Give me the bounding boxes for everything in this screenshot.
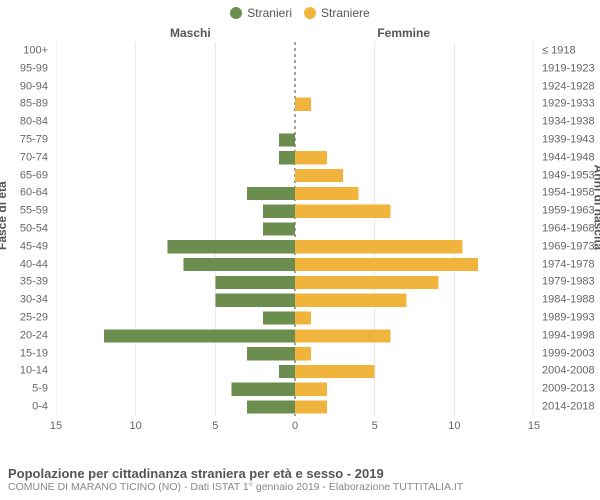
birth-label: 1954-1958 (542, 188, 600, 199)
age-label: 5-9 (0, 384, 48, 395)
legend-female-label: Straniere (321, 6, 370, 20)
y-labels-birth: ≤ 1918 1919-1923 1924-1928 1929-1933 1934-19… (538, 42, 600, 416)
legend-item-male: Stranieri (230, 6, 292, 20)
bar-female (295, 294, 407, 307)
bar-female (295, 187, 359, 200)
age-label: 70-74 (0, 152, 48, 163)
age-label: 90-94 (0, 81, 48, 92)
birth-label: 1984-1988 (542, 295, 600, 306)
birth-label: 1994-1998 (542, 330, 600, 341)
age-label: 85-89 (0, 99, 48, 110)
age-label: 60-64 (0, 188, 48, 199)
birth-label: 1969-1973 (542, 241, 600, 252)
birth-label: 1999-2003 (542, 348, 600, 359)
plot-area: 15105051015 (56, 42, 534, 438)
bar-male (279, 365, 295, 378)
bar-female (295, 205, 391, 218)
age-label: 20-24 (0, 330, 48, 341)
bar-female (295, 169, 343, 182)
bar-female (295, 383, 327, 396)
birth-label: 1979-1983 (542, 277, 600, 288)
header-female: Femmine (377, 26, 430, 40)
y-labels-age: 100+ 95-99 90-94 85-89 80-84 75-79 70-74 65-69 6… (0, 42, 52, 416)
bar-female (295, 365, 375, 378)
birth-label: 1959-1963 (542, 206, 600, 217)
plot (56, 42, 534, 416)
bar-male (183, 258, 295, 271)
bar-male (247, 347, 295, 360)
footer-subtitle: COMUNE DI MARANO TICINO (NO) - Dati ISTA… (8, 481, 592, 494)
birth-label: 1989-1993 (542, 313, 600, 324)
bar-male (263, 311, 295, 324)
x-tick: 15 (528, 420, 540, 432)
age-label: 50-54 (0, 224, 48, 235)
bar-male (263, 222, 295, 235)
age-label: 45-49 (0, 241, 48, 252)
bar-male (247, 187, 295, 200)
bar-female (295, 98, 311, 111)
x-tick: 0 (292, 420, 298, 432)
pyramid-svg (56, 42, 534, 416)
birth-label: 2014-2018 (542, 402, 600, 413)
bar-male (279, 151, 295, 164)
age-label: 0-4 (0, 402, 48, 413)
bar-female (295, 276, 438, 289)
legend-item-female: Straniere (304, 6, 370, 20)
bar-male (247, 401, 295, 414)
age-label: 10-14 (0, 366, 48, 377)
bar-female (295, 347, 311, 360)
birth-label: 1924-1928 (542, 81, 600, 92)
footer: Popolazione per cittadinanza straniera p… (8, 466, 592, 494)
bar-male (279, 133, 295, 146)
birth-label: 1964-1968 (542, 224, 600, 235)
x-tick: 5 (372, 420, 378, 432)
age-label: 95-99 (0, 63, 48, 74)
x-tick: 5 (212, 420, 218, 432)
birth-label: 1929-1933 (542, 99, 600, 110)
age-label: 75-79 (0, 134, 48, 145)
birth-label: ≤ 1918 (542, 45, 600, 56)
x-tick: 10 (448, 420, 460, 432)
bar-male (215, 276, 295, 289)
age-label: 100+ (0, 45, 48, 56)
male-swatch-icon (230, 7, 242, 19)
bar-female (295, 311, 311, 324)
birth-label: 2004-2008 (542, 366, 600, 377)
female-swatch-icon (304, 7, 316, 19)
bar-male (231, 383, 295, 396)
age-label: 35-39 (0, 277, 48, 288)
age-label: 55-59 (0, 206, 48, 217)
age-label: 15-19 (0, 348, 48, 359)
age-label: 65-69 (0, 170, 48, 181)
birth-label: 1939-1943 (542, 134, 600, 145)
x-tick: 15 (50, 420, 62, 432)
legend-male-label: Stranieri (247, 6, 292, 20)
bar-male (263, 205, 295, 218)
age-label: 40-44 (0, 259, 48, 270)
x-axis: 15105051015 (56, 416, 534, 438)
bar-female (295, 329, 391, 342)
birth-label: 2009-2013 (542, 384, 600, 395)
age-label: 30-34 (0, 295, 48, 306)
birth-label: 1974-1978 (542, 259, 600, 270)
header-male: Maschi (170, 26, 211, 40)
bar-male (104, 329, 295, 342)
birth-label: 1934-1938 (542, 117, 600, 128)
x-tick: 10 (130, 420, 142, 432)
chart-container: Stranieri Straniere Maschi Femmine Fasce… (0, 0, 600, 500)
bar-male (215, 294, 295, 307)
bar-female (295, 401, 327, 414)
bar-female (295, 240, 462, 253)
legend: Stranieri Straniere (0, 0, 600, 20)
bar-male (168, 240, 295, 253)
birth-label: 1944-1948 (542, 152, 600, 163)
age-label: 80-84 (0, 117, 48, 128)
birth-label: 1949-1953 (542, 170, 600, 181)
age-label: 25-29 (0, 313, 48, 324)
footer-title: Popolazione per cittadinanza straniera p… (8, 466, 592, 482)
bar-female (295, 151, 327, 164)
bar-female (295, 258, 478, 271)
birth-label: 1919-1923 (542, 63, 600, 74)
